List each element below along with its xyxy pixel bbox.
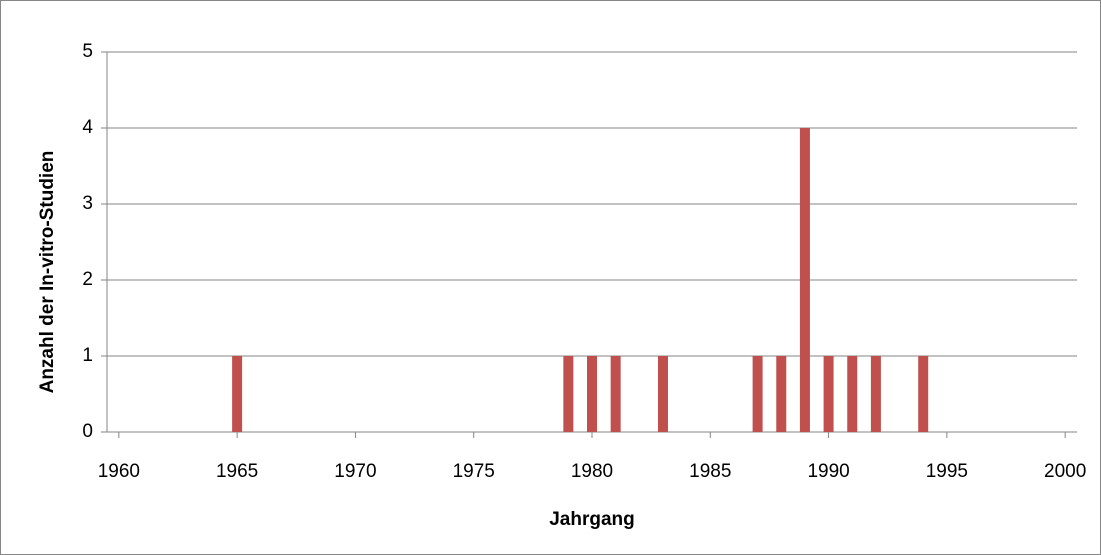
bar: [587, 356, 597, 432]
bar: [776, 356, 787, 432]
x-tick-label: 1990: [807, 461, 849, 482]
y-tick-label: 0: [82, 421, 93, 442]
x-tick-label: 1970: [334, 461, 376, 482]
x-tick-label: 2000: [1044, 461, 1086, 482]
bar: [752, 356, 763, 432]
x-tick-label: 1985: [689, 461, 731, 482]
bar: [870, 356, 881, 432]
bar: [232, 356, 243, 432]
y-tick-label: 5: [82, 41, 93, 62]
bar: [563, 356, 574, 432]
x-tick-label: 1975: [453, 461, 495, 482]
y-tick-label: 3: [82, 193, 93, 214]
y-tick-label: 2: [82, 269, 93, 290]
bar: [610, 356, 621, 432]
bar: [657, 356, 668, 432]
x-tick-label: 1960: [98, 461, 140, 482]
bar: [847, 356, 858, 432]
x-tick-label: 1995: [926, 461, 968, 482]
x-tick-label: 1965: [216, 461, 258, 482]
y-tick-label: 1: [82, 345, 93, 366]
bar: [799, 128, 810, 432]
bar: [918, 356, 929, 432]
y-axis-label: Anzahl der In-vitro-Studien: [37, 151, 58, 394]
x-tick-label: 1980: [571, 461, 613, 482]
y-tick-label: 4: [82, 117, 93, 138]
x-axis-label: Jahrgang: [549, 509, 635, 530]
bar: [823, 356, 834, 432]
